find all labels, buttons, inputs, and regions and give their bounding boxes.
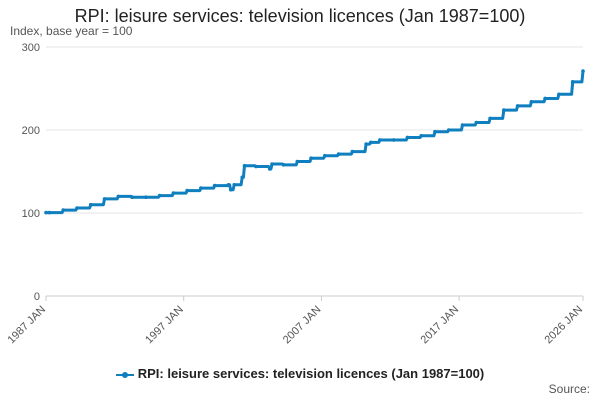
data-point (267, 167, 272, 171)
data-point (502, 108, 506, 112)
data-point (557, 92, 561, 97)
data-point (474, 120, 479, 125)
data-point (44, 210, 48, 215)
x-axis: 1987 JAN 1997 JAN 2007 JAN 2017 JAN 2026 JAN (5, 296, 585, 346)
data-point (391, 138, 396, 142)
source-label: Source: (548, 382, 590, 396)
y-tick-label: 300 (22, 42, 40, 54)
data-point (309, 156, 313, 161)
data-point (116, 194, 121, 199)
data-point (61, 208, 66, 212)
data-point (88, 202, 93, 207)
gridlines (46, 46, 583, 297)
data-point (419, 134, 424, 138)
data-point (581, 69, 585, 73)
chart-subtitle: Index, base year = 100 (10, 24, 133, 38)
chart-title: RPI: leisure services: television licenc… (74, 6, 526, 26)
data-point (130, 195, 134, 200)
y-tick-label: 200 (22, 125, 40, 137)
series-group (44, 69, 585, 215)
data-point (281, 163, 286, 167)
data-point (378, 138, 382, 142)
data-point (157, 193, 162, 198)
data-point (228, 187, 233, 192)
data-point (323, 153, 327, 158)
data-point (212, 183, 217, 188)
legend-marker-icon (115, 370, 134, 380)
data-point (446, 128, 451, 132)
data-point (405, 135, 410, 140)
data-point (144, 195, 148, 200)
data-point (199, 186, 203, 190)
data-point (75, 206, 79, 210)
data-point (254, 164, 258, 169)
y-tick-label: 100 (22, 208, 40, 220)
x-tick-label: 1997 JAN (143, 304, 186, 347)
data-point (270, 162, 274, 166)
data-point (295, 159, 300, 164)
x-tick-label: 2017 JAN (419, 304, 462, 347)
data-point (226, 182, 231, 187)
data-point (240, 175, 245, 180)
legend-label: RPI: leisure services: television licenc… (137, 366, 485, 381)
x-tick-label: 1987 JAN (5, 304, 48, 347)
y-axis: 0 100 200 300 (22, 42, 40, 303)
data-point (364, 142, 368, 146)
legend: RPI: leisure services: television licenc… (0, 366, 600, 381)
data-point (368, 140, 373, 145)
data-point (460, 123, 465, 127)
data-point (171, 191, 176, 195)
y-tick-label: 0 (34, 291, 40, 303)
x-tick-label: 2007 JAN (281, 304, 324, 347)
data-point (515, 104, 520, 108)
series-line-0 (46, 70, 585, 215)
data-point (336, 152, 341, 156)
data-point (185, 188, 189, 193)
data-point (488, 116, 492, 121)
data-point (242, 163, 247, 168)
data-point (102, 197, 107, 201)
x-tick-label: 2026 JAN (542, 304, 585, 347)
data-point (232, 182, 236, 187)
data-point (570, 80, 575, 84)
data-point (433, 129, 437, 134)
data-point (47, 210, 52, 215)
data-point (350, 149, 355, 154)
data-point (543, 96, 547, 101)
data-point (529, 99, 534, 104)
